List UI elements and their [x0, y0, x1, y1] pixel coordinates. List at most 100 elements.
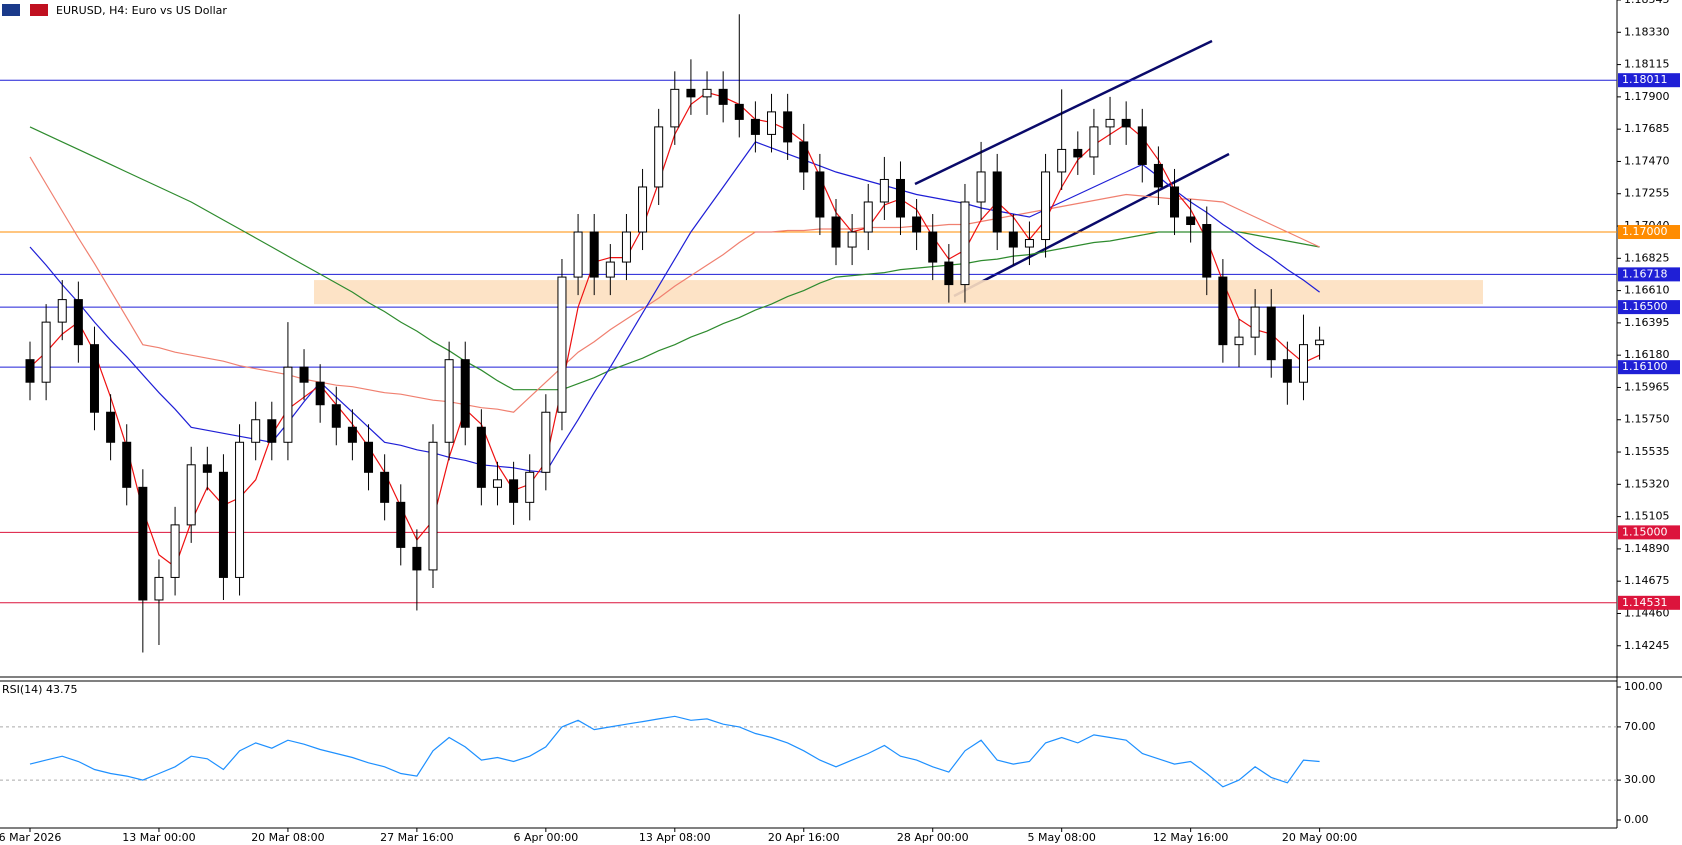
candle-body: [879, 178, 889, 203]
moving-average: [29, 156, 1320, 413]
candle-body: [57, 299, 67, 323]
candle-body: [767, 111, 777, 135]
x-tick-label: 20 Mar 08:00: [251, 831, 324, 844]
menu-icon[interactable]: [2, 4, 20, 16]
y-tick-label: 1.14675: [1624, 574, 1670, 587]
candle-body: [89, 344, 99, 413]
indicator-title: RSI(14) 43.75: [2, 683, 77, 696]
candle-body: [444, 359, 454, 443]
candle-body: [251, 419, 261, 443]
candle-body: [218, 471, 228, 578]
candle-body: [1315, 339, 1325, 346]
candle-body: [412, 546, 422, 571]
candle-body: [1089, 126, 1099, 158]
y-tick-label: 1.17470: [1624, 154, 1670, 167]
candle-body: [315, 381, 325, 406]
candle-body: [25, 359, 35, 383]
candle-body: [170, 524, 180, 578]
candle-body: [1170, 186, 1180, 218]
y-tick-label: 1.14890: [1624, 542, 1670, 555]
price-level-label: 1.16500: [1622, 300, 1668, 313]
price-level-tag: [1618, 225, 1680, 240]
candle-body: [460, 359, 470, 428]
candle-body: [605, 261, 615, 278]
y-tick-label: 1.15535: [1624, 445, 1670, 458]
y-tick-label: 30.00: [1624, 773, 1656, 786]
price-level-label: 1.14531: [1622, 596, 1668, 609]
candle-body: [976, 171, 986, 203]
price-level-label: 1.17000: [1622, 225, 1668, 238]
candle-body: [799, 141, 809, 173]
candle-body: [831, 216, 841, 248]
x-tick-label: 12 May 16:00: [1153, 831, 1228, 844]
candle-body: [912, 216, 922, 233]
candle-body: [702, 88, 712, 98]
candle-body: [589, 231, 599, 278]
candle-body: [331, 404, 341, 428]
candle-body: [364, 441, 374, 473]
price-level-tag: [1618, 595, 1680, 610]
candle-body: [106, 411, 116, 443]
y-tick-label: 1.18330: [1624, 25, 1670, 38]
y-tick-label: 1.15320: [1624, 477, 1670, 490]
candle-body: [1057, 148, 1067, 173]
y-tick-label: 1.16395: [1624, 316, 1670, 329]
price-level-label: 1.18011: [1622, 73, 1668, 86]
candle-body: [1153, 163, 1163, 188]
candle-body: [73, 299, 83, 346]
price-level-tag: [1618, 267, 1680, 282]
candle-body: [1186, 216, 1196, 226]
channel-upper-line: [914, 39, 1213, 186]
y-tick-label: 70.00: [1624, 720, 1656, 733]
rsi-line: [29, 715, 1320, 788]
chart-header: EURUSD, H4: Euro vs US Dollar: [56, 4, 227, 17]
candle-body: [492, 479, 502, 488]
candle-body: [1008, 231, 1018, 248]
candle-body: [573, 231, 583, 278]
candle-body: [541, 411, 551, 473]
price-level-label: 1.16718: [1622, 267, 1668, 280]
symbol-icon[interactable]: [30, 4, 48, 16]
x-tick-label: 5 May 08:00: [1027, 831, 1095, 844]
candle-body: [380, 471, 390, 503]
candle-body: [815, 171, 825, 218]
candle-body: [638, 186, 648, 233]
candle-body: [267, 419, 277, 443]
moving-average: [29, 126, 1320, 391]
candle-body: [847, 231, 857, 248]
y-tick-label: 1.17685: [1624, 122, 1670, 135]
candle-body: [283, 366, 293, 443]
candle-body: [476, 426, 486, 488]
candle-body: [750, 118, 760, 135]
y-tick-label: 1.17255: [1624, 187, 1670, 200]
candle-body: [396, 501, 406, 548]
candle-body: [1041, 171, 1051, 241]
price-level-tag: [1618, 300, 1680, 315]
y-tick-label: 100.00: [1624, 680, 1663, 693]
candle-body: [1105, 118, 1115, 128]
candle-body: [1137, 126, 1147, 165]
candle-body: [1121, 118, 1131, 128]
candle-body: [154, 576, 164, 601]
x-tick-label: 20 May 00:00: [1282, 831, 1357, 844]
candle-body: [1298, 344, 1308, 383]
x-tick-label: 27 Mar 16:00: [380, 831, 453, 844]
candle-body: [186, 464, 196, 526]
y-tick-label: 1.15750: [1624, 413, 1670, 426]
price-level-tag: [1618, 360, 1680, 375]
price-level-tag: [1618, 525, 1680, 540]
candle-body: [783, 111, 793, 143]
y-tick-label: 1.16825: [1624, 251, 1670, 264]
candle-body: [202, 464, 212, 473]
candle-body: [525, 471, 535, 503]
price-level-tag: [1618, 73, 1680, 88]
candle-body: [1073, 148, 1083, 158]
candle-body: [686, 88, 696, 98]
x-tick-label: 6 Mar 2026: [0, 831, 61, 844]
supply-zone: [314, 280, 1483, 305]
candle-body: [1218, 276, 1228, 346]
price-level-label: 1.15000: [1622, 525, 1668, 538]
candle-body: [1202, 224, 1212, 278]
